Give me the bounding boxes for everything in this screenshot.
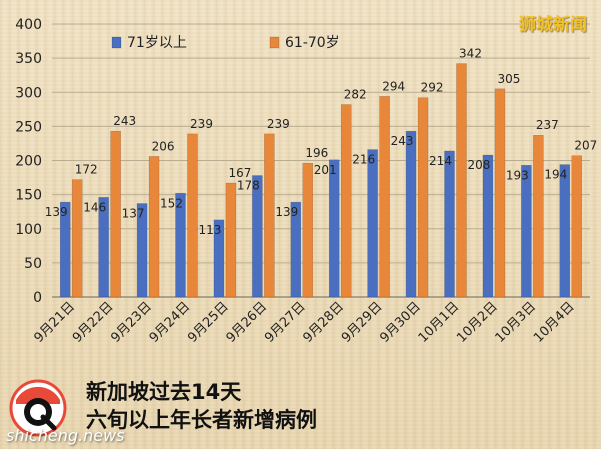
x-tick-label: 9月22日: [70, 299, 117, 346]
bar-71-plus: [367, 149, 378, 298]
x-tick-label: 10月2日: [454, 299, 501, 346]
legend-label: 61-70岁: [285, 35, 340, 51]
bar-71-plus: [290, 201, 302, 298]
bar-71-plus: [175, 193, 186, 298]
data-label: 206: [152, 139, 175, 153]
data-label: 178: [237, 179, 260, 193]
x-tick-label: 9月30日: [377, 299, 424, 346]
data-label: 237: [536, 118, 559, 132]
data-label: 239: [267, 117, 290, 131]
data-label: 146: [83, 200, 106, 214]
x-tick-label: 9月25日: [185, 299, 232, 346]
data-label: 243: [113, 114, 136, 128]
bar-61-70: [571, 155, 583, 298]
bar-71-plus: [98, 197, 109, 298]
y-tick-label: 150: [15, 188, 42, 204]
bar-61-70: [225, 182, 237, 298]
bar-71-plus: [559, 164, 571, 298]
data-label: 305: [497, 72, 520, 86]
data-label: 172: [75, 163, 98, 177]
x-tick-label: 9月23日: [108, 299, 155, 346]
site-watermark: shicheng.news: [6, 426, 125, 445]
x-tick-label: 9月28日: [300, 299, 347, 346]
x-tick-label: 9月29日: [339, 299, 386, 346]
data-label: 282: [344, 88, 367, 102]
y-tick-label: 100: [15, 222, 42, 238]
bar-71-plus: [328, 159, 340, 298]
x-tick-label: 10月3日: [493, 299, 540, 346]
x-tick-label: 10月1日: [416, 299, 463, 346]
legend-swatch: [269, 36, 280, 49]
x-tick-label: 9月24日: [147, 299, 194, 346]
bar-61-70: [494, 88, 506, 298]
bar-61-70: [456, 63, 467, 298]
data-label: 193: [506, 168, 529, 182]
bar-61-70: [71, 179, 83, 298]
bar-71-plus: [59, 201, 71, 298]
data-label: 152: [160, 196, 183, 210]
y-tick-label: 0: [33, 290, 42, 306]
bar-61-70: [187, 133, 198, 298]
x-tick-label: 9月26日: [224, 299, 271, 346]
bar-61-70: [264, 133, 275, 298]
x-tick-label: 9月27日: [262, 299, 309, 346]
data-label: 294: [382, 79, 405, 93]
y-tick-label: 400: [15, 17, 42, 33]
bar-71-plus: [213, 219, 225, 298]
data-label: 201: [314, 163, 337, 177]
data-label: 243: [391, 134, 414, 148]
legend-swatch: [111, 36, 122, 49]
watermark: 狮城新闻: [519, 15, 587, 35]
bar-61-70: [417, 97, 429, 298]
bar-71-plus: [252, 175, 263, 298]
x-tick-label: 9月21日: [31, 299, 78, 346]
data-label: 196: [305, 146, 328, 160]
bar-chart: 0 50 100 150 200 250 300 350 400 139 172 9月21日 146 24…: [15, 17, 597, 346]
data-label: 342: [459, 47, 482, 61]
data-label: 216: [352, 153, 375, 167]
caption-line-1: 新加坡过去14天: [86, 380, 242, 404]
bar-71-plus: [482, 154, 494, 298]
bar-61-70: [302, 162, 314, 298]
data-label: 239: [190, 117, 213, 131]
y-tick-label: 200: [15, 154, 42, 170]
bar-71-plus: [136, 203, 148, 298]
data-label: 167: [228, 166, 251, 180]
y-tick-label: 50: [24, 256, 42, 272]
data-label: 137: [122, 206, 145, 220]
y-tick-label: 350: [15, 51, 42, 67]
caption: 新加坡过去14天 六旬以上年长者新增病例: [86, 378, 317, 434]
y-tick-label: 250: [15, 119, 42, 135]
bar-71-plus: [444, 150, 455, 298]
bar-71-plus: [521, 165, 532, 298]
caption-line-2: 六旬以上年长者新增病例: [86, 408, 317, 432]
data-label: 214: [429, 154, 452, 168]
bar-61-70: [340, 104, 352, 298]
bar-61-70: [533, 134, 544, 298]
data-label: 194: [544, 168, 567, 182]
legend-label: 71岁以上: [127, 35, 187, 51]
news-logo-icon: [8, 378, 68, 438]
bar-61-70: [110, 130, 121, 298]
data-label: 207: [574, 139, 597, 153]
data-label: 113: [198, 223, 221, 237]
y-tick-label: 300: [15, 85, 42, 101]
data-label: 292: [421, 81, 444, 95]
x-tick-label: 10月4日: [531, 299, 578, 346]
bar-61-70: [379, 96, 390, 298]
data-label: 139: [275, 205, 298, 219]
bar-71-plus: [405, 130, 417, 298]
data-label: 208: [467, 158, 490, 172]
data-label: 139: [45, 205, 68, 219]
bar-61-70: [148, 156, 160, 298]
